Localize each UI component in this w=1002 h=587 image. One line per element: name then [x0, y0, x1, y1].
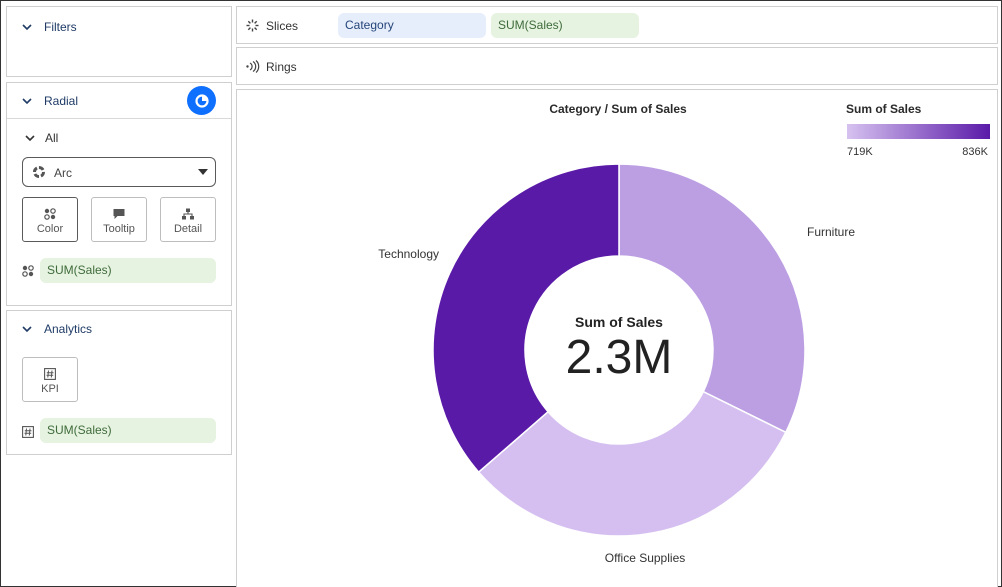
- donut-slice-furniture[interactable]: [618, 163, 806, 434]
- chevron-down-icon[interactable]: [21, 21, 33, 33]
- mark-type-select[interactable]: Arc: [22, 157, 216, 187]
- kpi-field-pill[interactable]: SUM(Sales): [40, 418, 216, 443]
- slices-sales-pill[interactable]: SUM(Sales): [491, 13, 639, 38]
- arc-icon: [32, 165, 46, 184]
- mark-type-value: Arc: [54, 166, 72, 180]
- tooltip-icon: [113, 207, 126, 225]
- chevron-down-icon[interactable]: [21, 323, 33, 335]
- hash-icon: [22, 425, 34, 443]
- slices-icon: [246, 19, 259, 37]
- color-button[interactable]: Color: [22, 197, 78, 242]
- slice-label: Technology: [378, 247, 439, 261]
- radial-panel: Radial All Arc Color: [6, 82, 232, 306]
- chart-area: Furniture Office Supplies Technology Categ…: [236, 89, 998, 587]
- kpi-button-label: KPI: [41, 383, 59, 395]
- analytics-header[interactable]: Analytics: [44, 322, 93, 336]
- chevron-down-icon[interactable]: [21, 95, 33, 107]
- color-button-label: Color: [36, 223, 64, 235]
- chart-title: Category / Sum of Sales: [549, 102, 687, 116]
- rings-icon: [246, 60, 260, 78]
- detail-button-label: Detail: [173, 223, 203, 235]
- pie-chart-icon: [194, 93, 209, 108]
- tooltip-button-label: Tooltip: [103, 223, 135, 235]
- color-dots-icon: [44, 207, 56, 225]
- legend-max-label: 836K: [962, 146, 988, 158]
- tooltip-button[interactable]: Tooltip: [91, 197, 147, 242]
- donut-chart: Furniture Office Supplies Technology: [378, 163, 855, 565]
- legend-min-label: 719K: [847, 146, 873, 158]
- legend-color-bar: [847, 124, 990, 139]
- donut-center-value: 2.3M: [565, 331, 673, 384]
- legend-title: Sum of Sales: [846, 102, 922, 116]
- color-field-pill[interactable]: SUM(Sales): [40, 258, 216, 283]
- chevron-down-icon[interactable]: [24, 132, 36, 144]
- hierarchy-icon: [182, 207, 195, 225]
- radial-chart-button[interactable]: [187, 86, 216, 115]
- donut-slice-technology[interactable]: [432, 163, 620, 474]
- divider: [7, 118, 231, 119]
- analytics-panel: Analytics KPI SUM(Sales): [6, 310, 232, 455]
- donut-center-label: Sum of Sales: [575, 314, 663, 330]
- rings-shelf-label: Rings: [266, 60, 297, 74]
- detail-button[interactable]: Detail: [160, 197, 216, 242]
- slice-label: Office Supplies: [605, 551, 686, 565]
- rings-shelf: Rings: [236, 47, 998, 85]
- slices-category-pill[interactable]: Category: [338, 13, 486, 38]
- filters-header[interactable]: Filters: [44, 20, 77, 34]
- slices-shelf-label: Slices: [266, 19, 299, 33]
- kpi-button[interactable]: KPI: [22, 357, 78, 402]
- all-section-label[interactable]: All: [45, 131, 59, 145]
- slices-shelf: Slices Category SUM(Sales): [236, 6, 998, 44]
- radial-header[interactable]: Radial: [44, 94, 79, 108]
- slice-label: Furniture: [807, 225, 855, 239]
- filters-panel: Filters: [6, 6, 232, 77]
- donut-slice-office-supplies[interactable]: [477, 390, 787, 537]
- caret-down-icon: [198, 169, 208, 175]
- color-dots-icon: [22, 264, 34, 282]
- hash-icon: [44, 367, 56, 385]
